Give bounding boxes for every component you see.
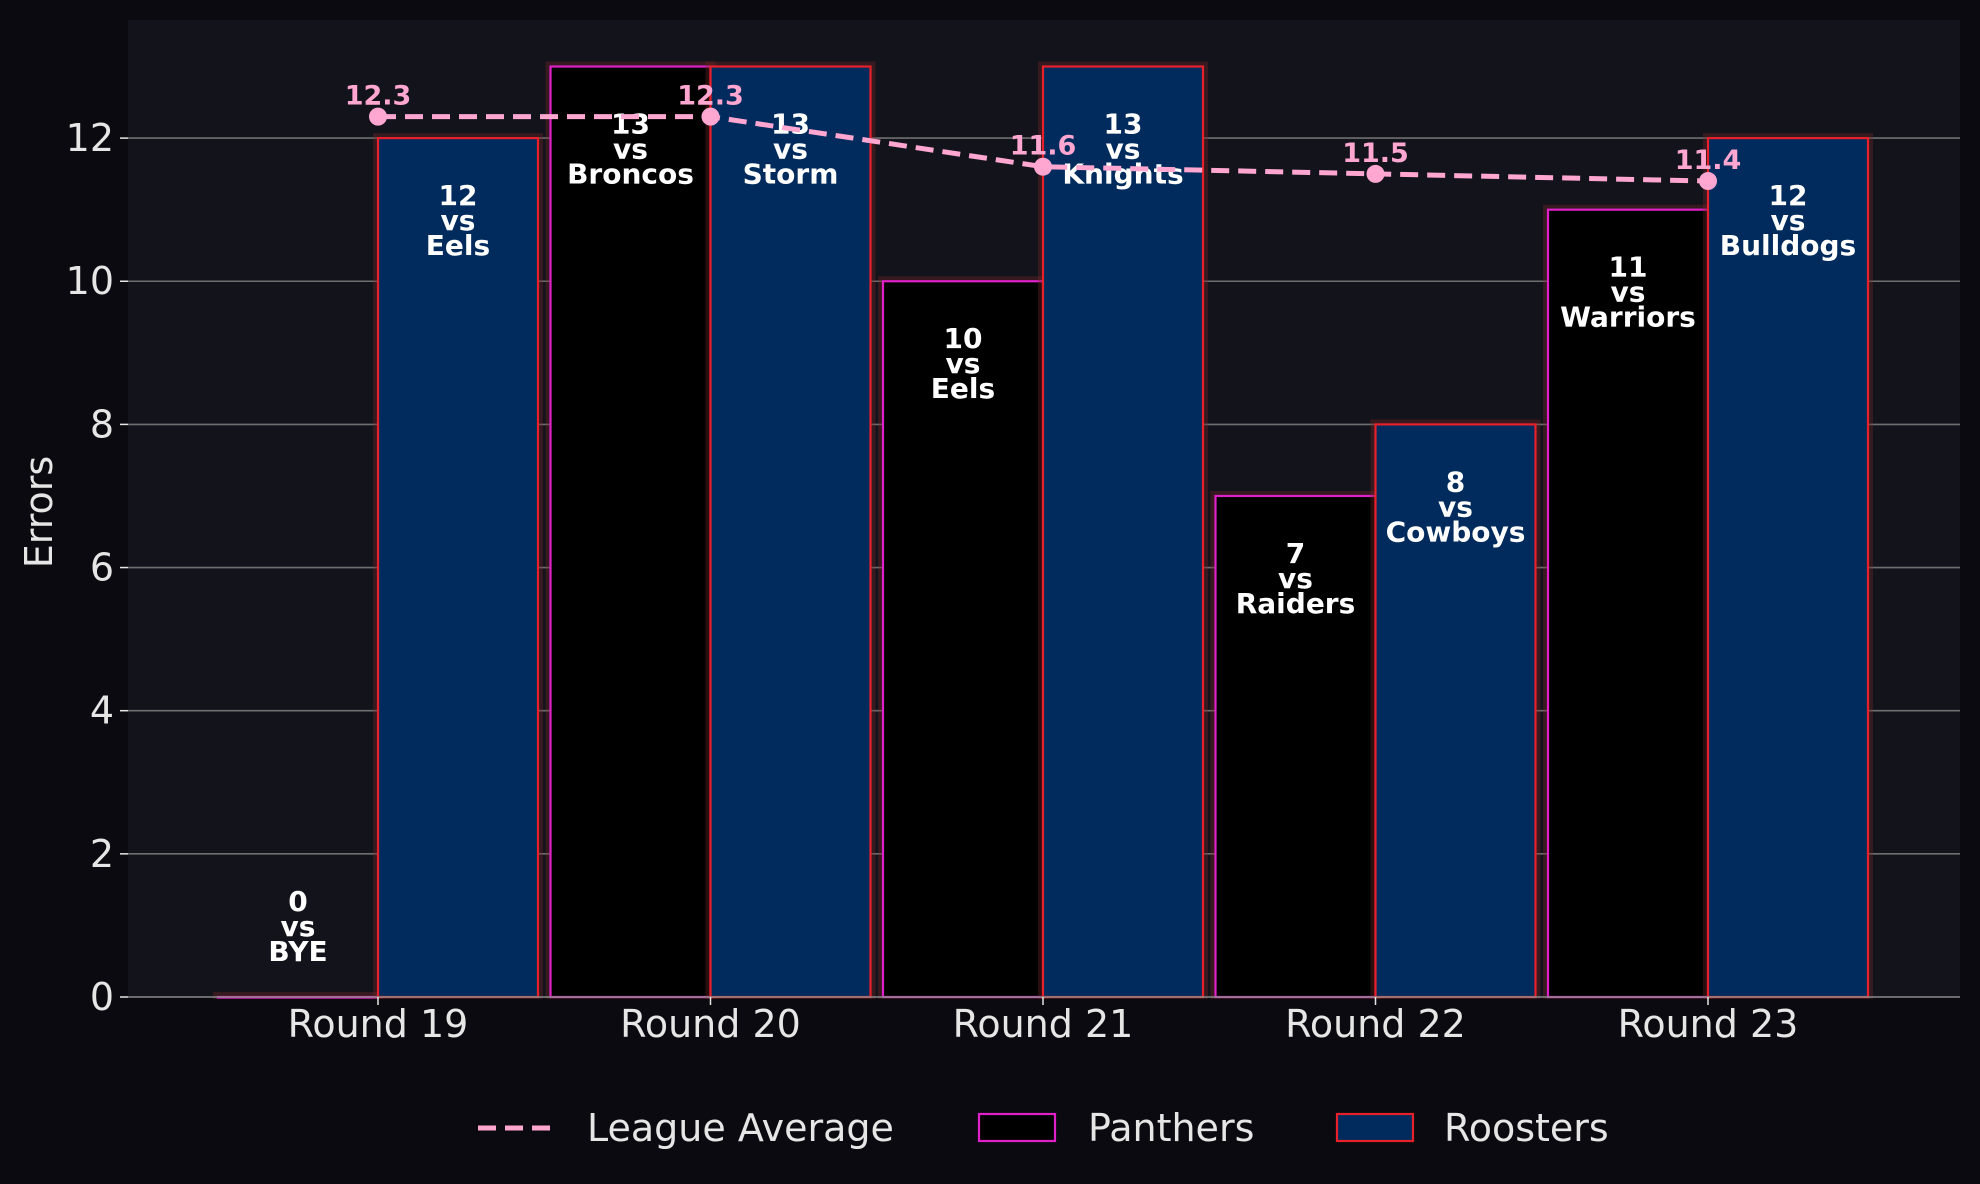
league-average-point	[369, 107, 387, 126]
league-average-point	[1366, 164, 1385, 183]
y-tick-label: 8	[90, 402, 114, 446]
bars	[213, 61, 1873, 1000]
axes: 0 2 4 6 8 10 12 Round 19 Round 20 Round 21 Round 2…	[66, 116, 1960, 1046]
roosters-bar	[376, 136, 540, 999]
bar-opponent-label: Cowboys	[1386, 515, 1526, 548]
legend-label-roosters: Roosters	[1444, 1106, 1609, 1150]
bar-value-label: 8	[1446, 465, 1465, 498]
legend-swatch-panthers	[977, 1112, 1057, 1143]
y-tick-label: 6	[90, 546, 114, 590]
league-average-point	[701, 107, 720, 126]
bar-vs-label: vs	[1438, 490, 1473, 523]
y-tick-label: 4	[90, 689, 114, 733]
roosters-bar	[1041, 65, 1205, 999]
bar-vs-label: vs	[281, 910, 316, 943]
panthers-bar	[1214, 494, 1377, 999]
bar-opponent-label: Raiders	[1236, 587, 1356, 620]
x-tick-label: Round 19	[288, 1002, 469, 1046]
x-tick-label: Round 23	[1618, 1002, 1799, 1046]
roosters-bar	[709, 65, 872, 999]
bar-vs-label: vs	[1771, 204, 1806, 237]
bar-vs-label: vs	[441, 204, 476, 237]
bar-vs-label: vs	[1611, 276, 1646, 309]
bar-vs-label: vs	[1278, 562, 1313, 595]
bar-opponent-label: Storm	[743, 158, 839, 191]
bar-vs-label: vs	[613, 133, 648, 166]
bar-vs-label: vs	[1106, 133, 1141, 166]
league-average-path	[378, 114, 1709, 184]
league-average-value-label: 12.3	[677, 81, 744, 112]
x-tick-label: Round 21	[953, 1002, 1134, 1046]
legend-swatch-roosters	[1335, 1112, 1415, 1143]
bar-vs-label: vs	[946, 347, 981, 380]
bar-opponent-label: Eels	[426, 229, 490, 262]
league-average-value-label: 11.6	[1010, 131, 1077, 162]
bar-value-label: 10	[944, 322, 983, 355]
bar-value-label: 12	[439, 179, 478, 212]
bar-value-label: 13	[771, 108, 810, 141]
bar-opponent-label: BYE	[268, 935, 327, 968]
bar-opponent-label: Bulldogs	[1720, 229, 1856, 262]
y-tick-label: 2	[90, 832, 114, 876]
y-tick-label: 0	[90, 975, 114, 1019]
bar-vs-label: vs	[773, 133, 808, 166]
x-tick-label: Round 20	[620, 1002, 801, 1046]
bar-opponent-label: Knights	[1062, 158, 1183, 191]
league-average-value-label: 11.5	[1342, 138, 1409, 169]
x-tick-label: Round 22	[1285, 1002, 1466, 1046]
roosters-bar	[1706, 136, 1870, 999]
league-average-value-label: 11.4	[1675, 145, 1742, 176]
bar-value-label: 11	[1609, 251, 1648, 284]
y-tick-label: 12	[66, 116, 114, 160]
league-average-point	[1699, 172, 1717, 191]
bar-value-label: 12	[1769, 179, 1808, 212]
bar-opponent-label: Warriors	[1560, 301, 1696, 334]
panthers-bar	[549, 65, 712, 999]
legend: League Average Panthers Roosters	[478, 1106, 1609, 1150]
league-average-value-label: 12.3	[345, 81, 412, 112]
panthers-bar	[1546, 208, 1710, 999]
bar-labels: 0vsBYE13vsBroncos10vsEels7vsRaiders11vsW…	[268, 108, 1856, 968]
bar-value-label: 7	[1286, 537, 1305, 570]
y-tick-label: 10	[66, 259, 114, 303]
league-average-point	[1034, 157, 1052, 176]
bar-value-label: 13	[1104, 108, 1143, 141]
bar-opponent-label: Broncos	[567, 158, 694, 191]
y-axis-title: Errors	[17, 456, 61, 568]
legend-label-panthers: Panthers	[1088, 1106, 1254, 1150]
bar-value-label: 0	[288, 885, 307, 918]
legend-label-league-average: League Average	[587, 1106, 894, 1150]
league-average-line: 12.3 12.3 11.6 11.5 11.4	[345, 81, 1742, 191]
bar-opponent-label: Eels	[931, 372, 995, 405]
bar-value-label: 13	[611, 108, 650, 141]
